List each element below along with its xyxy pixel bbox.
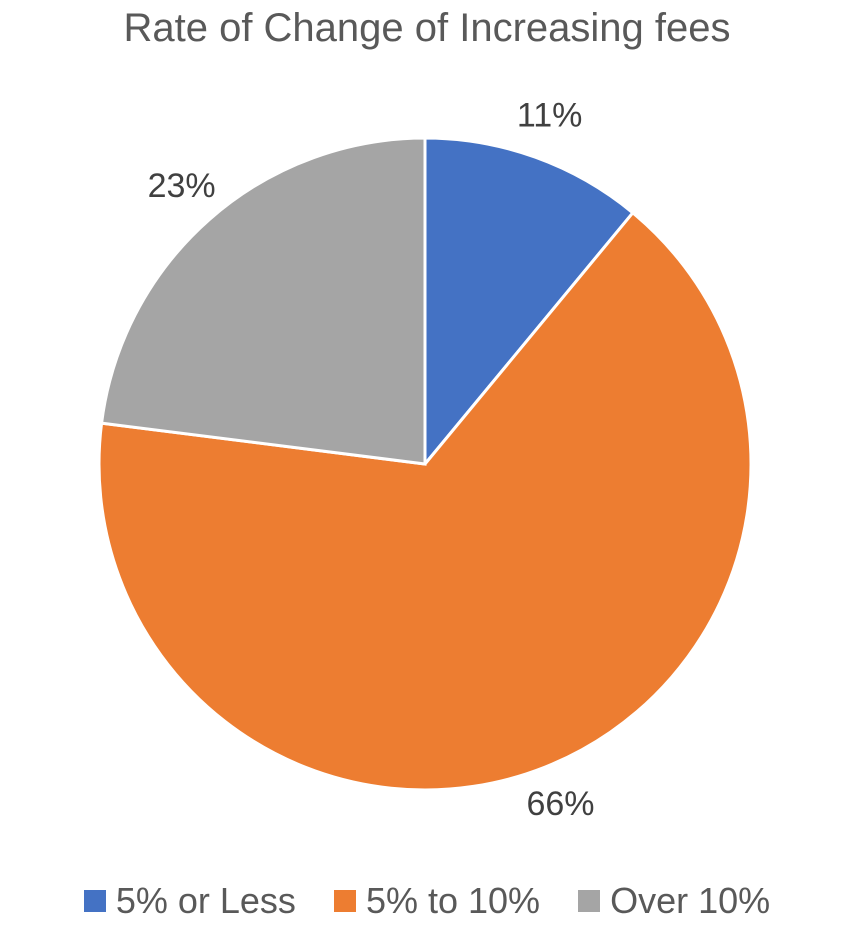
pie-slice-5-or-less [423, 136, 635, 469]
legend-item-5-or-less: 5% or Less [83, 880, 296, 922]
pie-slice-over-10 [99, 136, 427, 466]
legend: 5% or Less 5% to 10% Over 10% [0, 880, 854, 922]
legend-swatch [333, 890, 356, 912]
legend-label: 5% or Less [115, 880, 296, 921]
legend-item-over-10: Over 10% [578, 880, 770, 922]
data-label-5-to-10: 66% [526, 785, 594, 823]
pie-slice-5-to-10 [97, 210, 753, 792]
legend-swatch [83, 890, 106, 912]
legend-item-5-to-10: 5% to 10% [333, 880, 541, 922]
data-label-5-or-less: 11% [517, 97, 583, 135]
legend-label: 5% to 10% [365, 880, 541, 921]
data-label-over-10: 23% [148, 167, 216, 205]
legend-swatch [578, 890, 601, 912]
pie-chart: 11% 66% 23% [97, 97, 753, 823]
chart-title: Rate of Change of Increasing fees [123, 6, 731, 50]
legend-label: Over 10% [610, 880, 771, 921]
